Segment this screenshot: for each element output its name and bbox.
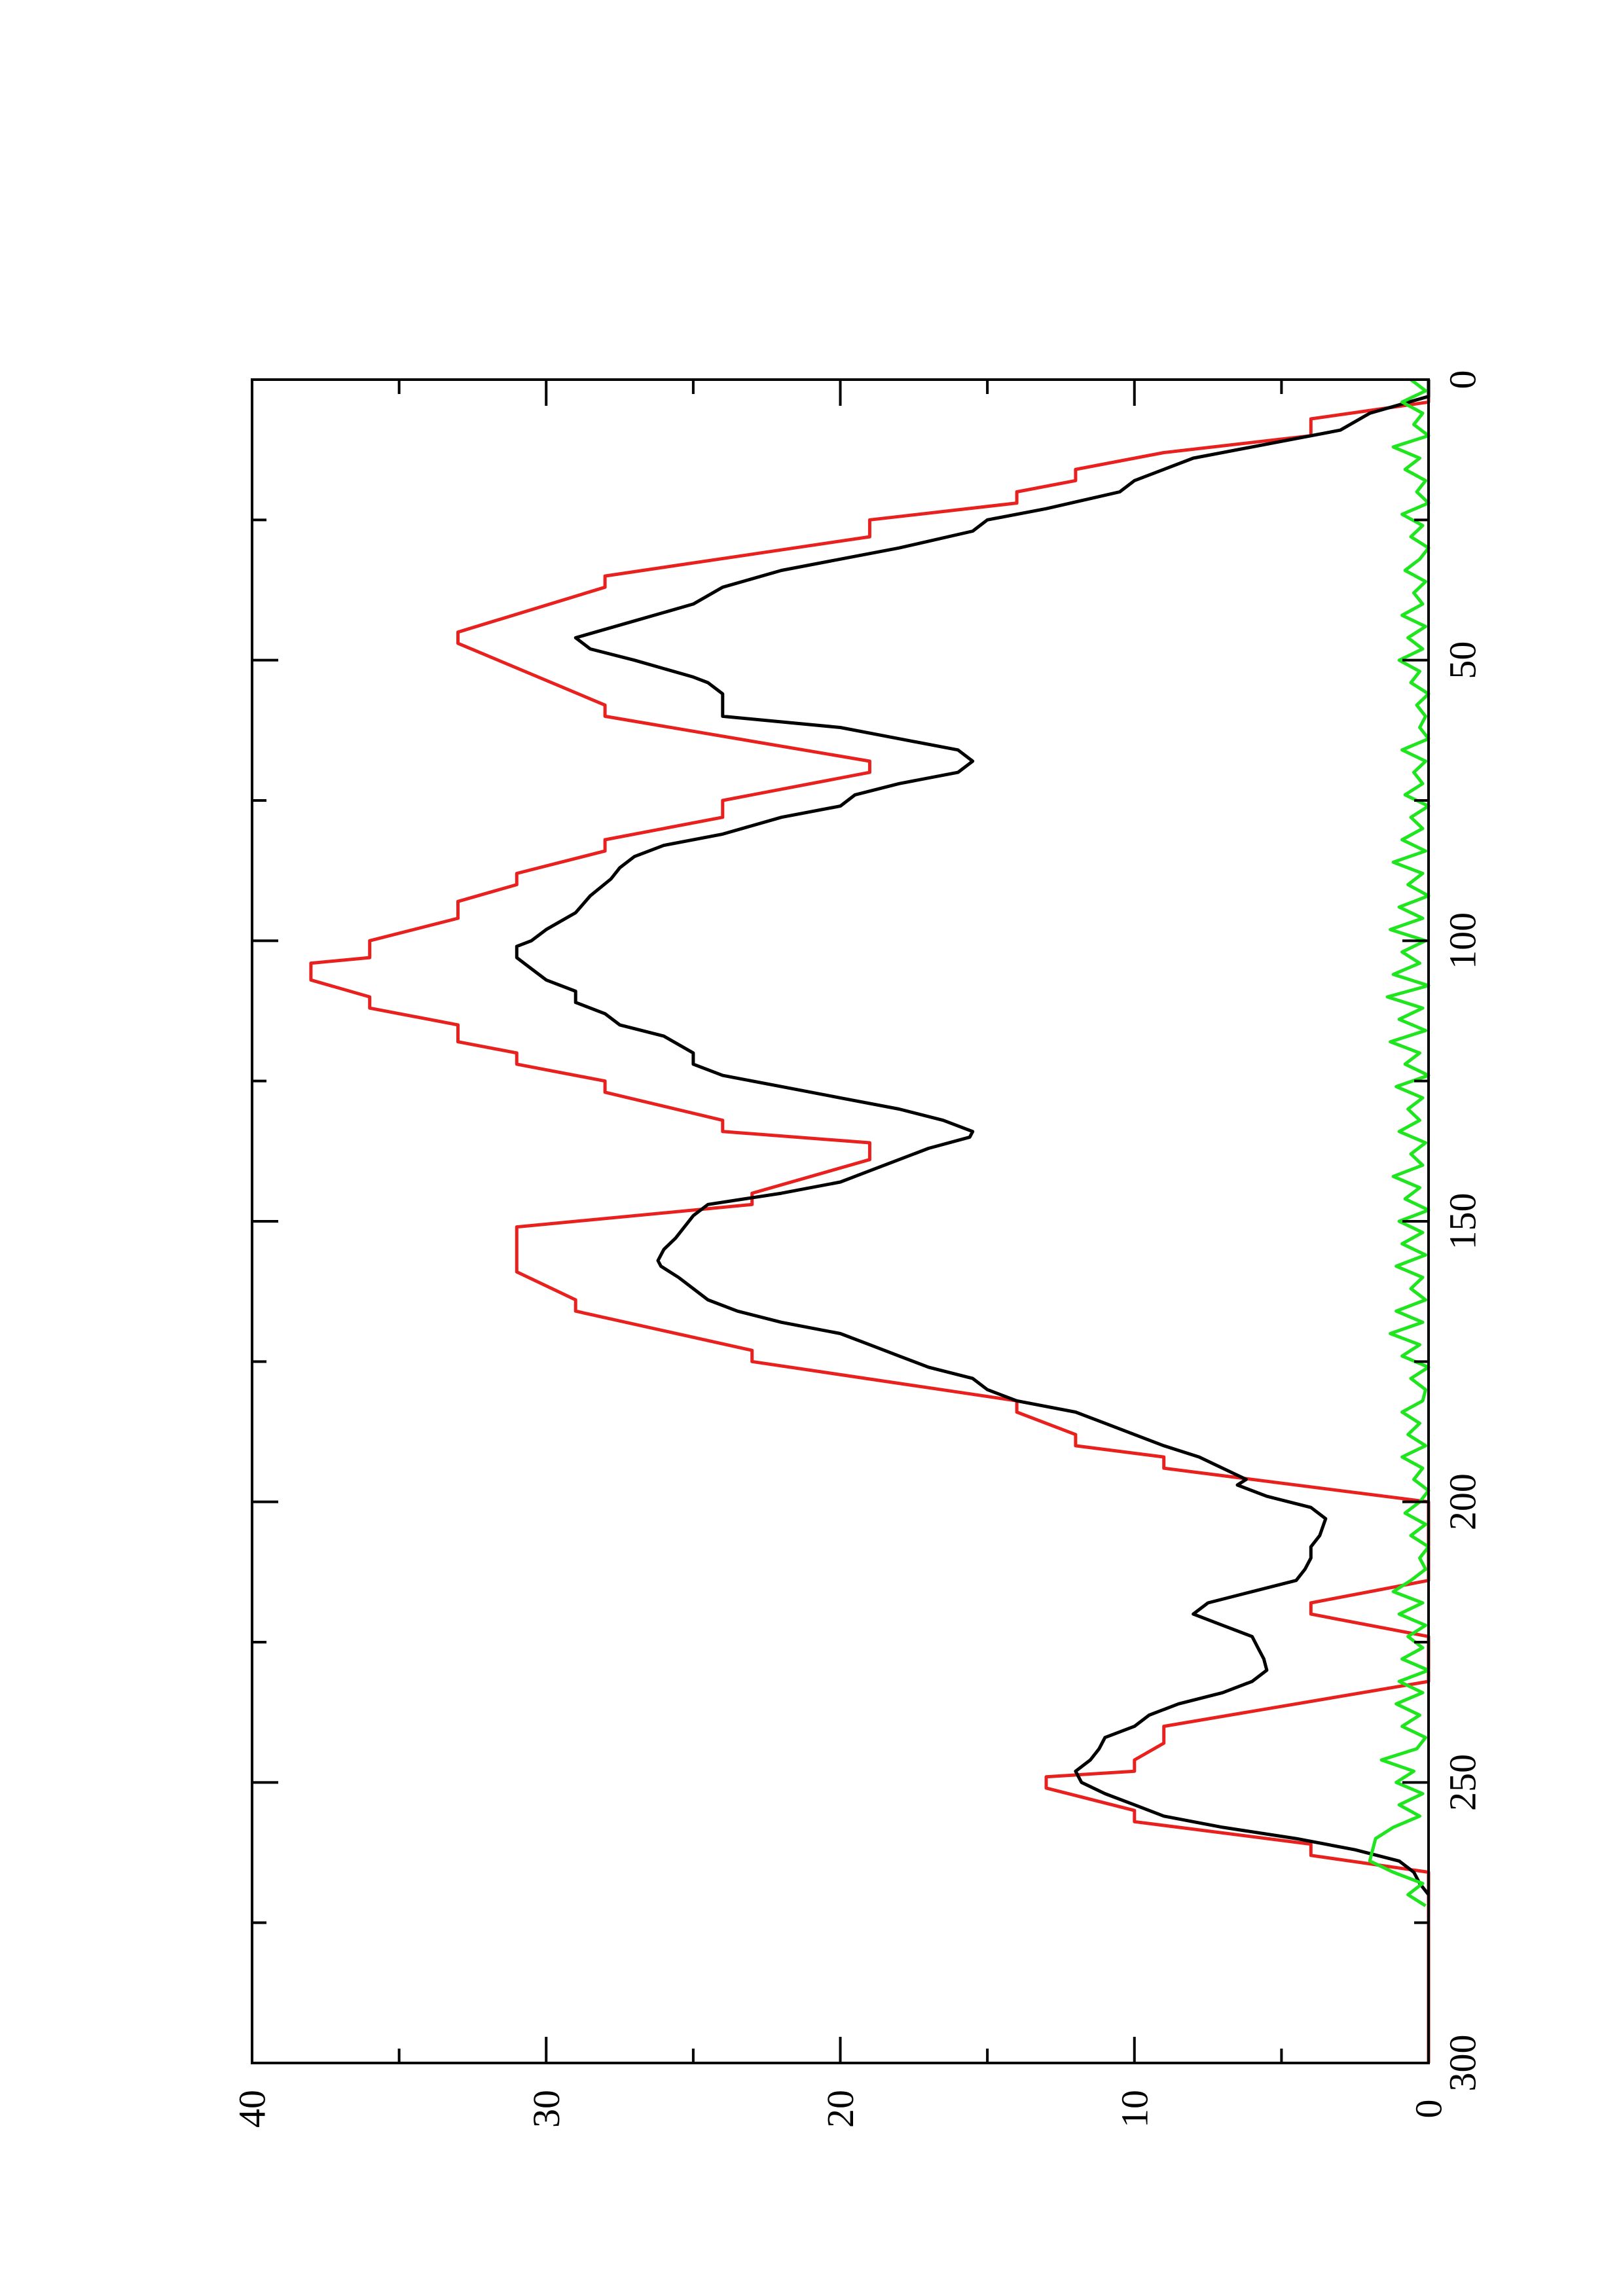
y-tick-label: 30 xyxy=(525,2090,568,2128)
series-layer xyxy=(309,378,1431,2063)
labels-layer: 0 50 100 150 200 250 300 0 10 20 30 40 xyxy=(231,370,1484,2128)
ticks-layer xyxy=(251,378,1430,2064)
y-tick-label: 40 xyxy=(231,2090,274,2128)
x-tick-label: 300 xyxy=(1442,2035,1484,2092)
x-tick-label: 0 xyxy=(1442,370,1484,389)
x-tick-label: 250 xyxy=(1442,1754,1484,1811)
series-line-2 xyxy=(515,380,1431,1896)
series-line-1 xyxy=(309,380,1431,2063)
x-tick-label: 100 xyxy=(1442,912,1484,969)
series-line-3 xyxy=(1368,378,1431,1908)
x-tick-label: 200 xyxy=(1442,1473,1484,1530)
y-tick-label: 0 xyxy=(1408,2100,1450,2119)
y-tick-label: 10 xyxy=(1113,2090,1156,2128)
x-tick-label: 150 xyxy=(1442,1193,1484,1250)
plot-frame xyxy=(251,378,1430,2064)
y-tick-label: 20 xyxy=(819,2090,862,2128)
x-tick-label: 50 xyxy=(1442,641,1484,679)
